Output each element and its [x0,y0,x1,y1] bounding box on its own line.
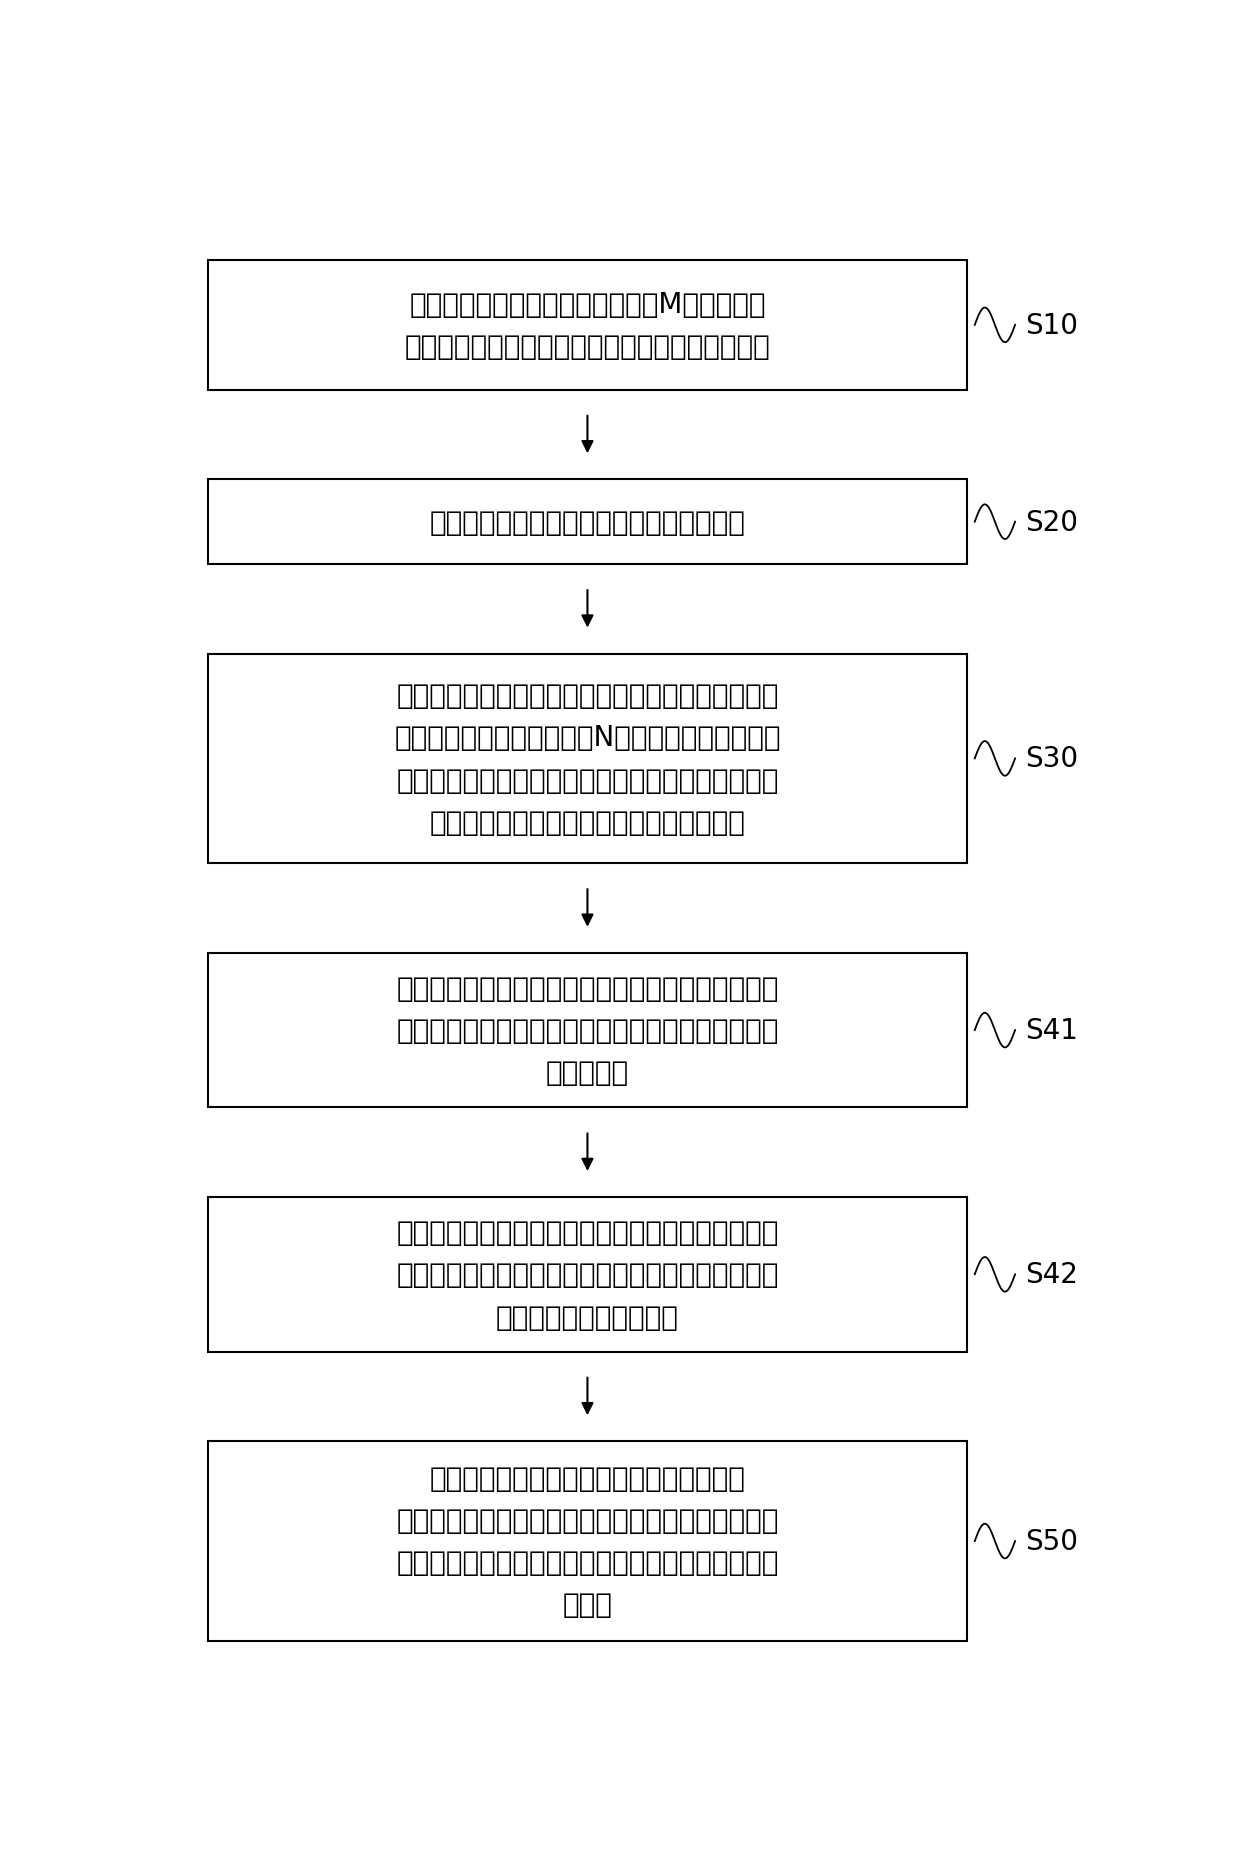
Bar [208,654,967,863]
Bar [208,260,967,391]
Text: 在测试样品的第一表面上形成第一金属层，以形成第
二态样品；第一金属层包括N个相似的金属图案，金
属图案的面积与对应的轮廓图形的面积之比为第一面
积比，不同金属图: 在测试样品的第一表面上形成第一金属层，以形成第 二态样品；第一金属层包括N个相似… [394,682,781,837]
Text: S20: S20 [1024,508,1078,536]
Text: 对于任一所述金属图案，向所述第二态样品施加设定
电压，并检测与所述设定电压对应的流经所述金属图
案的电流值: 对于任一所述金属图案，向所述第二态样品施加设定 电压，并检测与所述设定电压对应的… [397,974,779,1086]
Text: S30: S30 [1024,745,1078,774]
Bar [208,1197,967,1352]
Text: S10: S10 [1024,311,1078,339]
Bar [208,1442,967,1641]
Text: 提供测试样品组，测试样品组包括M个测试样品
测试样品为具有第一表面和第二表面的第一态样品: 提供测试样品组，测试样品组包括M个测试样品 测试样品为具有第一表面和第二表面的第… [404,290,770,361]
Text: S50: S50 [1024,1526,1078,1555]
Text: 根据所述设定电压和与所述设定电压对应的流经所述
金属图案的电流值，得到所述第二态样品中所述金属
图案对应的第二电流密度: 根据所述设定电压和与所述设定电压对应的流经所述 金属图案的电流值，得到所述第二态… [397,1217,779,1332]
Bar [208,479,967,566]
Text: S42: S42 [1024,1261,1078,1289]
Bar [208,953,967,1109]
Text: S41: S41 [1024,1017,1078,1045]
Text: 基于第一态样品中第一表面的第一电流密度
第二态样品中各金属图案的第一面积比以及对应的第
二电流密度，得到第一金属层与半导体界面的复合电
流密度: 基于第一态样品中第一表面的第一电流密度 第二态样品中各金属图案的第一面积比以及对… [397,1465,779,1618]
Text: 检测第一态样品中第一表面的第一电流密度: 检测第一态样品中第一表面的第一电流密度 [429,508,745,536]
